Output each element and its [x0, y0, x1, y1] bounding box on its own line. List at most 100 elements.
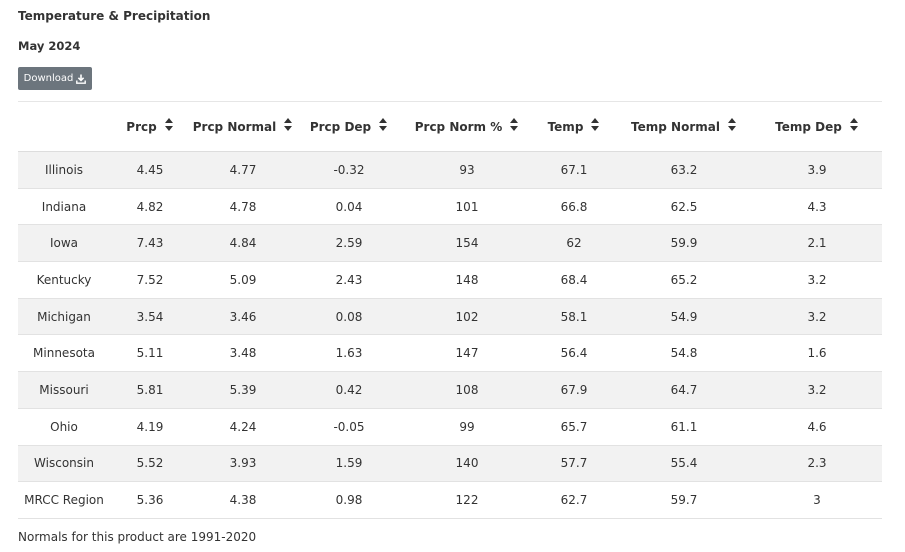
sort-icon[interactable]	[283, 118, 293, 131]
sort-icon[interactable]	[727, 118, 737, 131]
column-header-label: Temp Normal	[631, 119, 720, 134]
sort-descending-icon	[849, 126, 858, 131]
table-cell: 58.1	[532, 298, 616, 336]
table-row: Illinois 4.45 4.77 -0.32 93 67.1 63.2 3.9	[18, 151, 882, 189]
table-cell: 7.52	[110, 261, 190, 299]
column-header-label: Temp	[547, 119, 584, 134]
table-cell: 147	[402, 334, 532, 373]
table-cell-region: Illinois	[18, 151, 110, 189]
column-header-label: Prcp Normal	[192, 119, 277, 134]
table-row: Missouri 5.81 5.39 0.42 108 67.9 64.7 3.2	[18, 371, 882, 409]
column-header[interactable]: Prcp	[110, 101, 190, 152]
table-cell: 4.38	[190, 481, 296, 519]
sort-ascending-icon	[849, 118, 858, 123]
sort-icon[interactable]	[590, 118, 600, 131]
sort-ascending-icon	[284, 118, 293, 123]
sort-icon[interactable]	[164, 118, 174, 131]
sort-icon[interactable]	[378, 118, 388, 131]
table-cell: 4.3	[752, 188, 882, 226]
table-cell: 93	[402, 151, 532, 189]
table-cell: 2.59	[296, 224, 402, 263]
column-header[interactable]: Prcp Norm %	[402, 101, 532, 152]
table-cell: 4.19	[110, 408, 190, 446]
download-icon	[76, 74, 87, 84]
table-cell: 4.24	[190, 408, 296, 446]
column-header-content: Temp Normal	[631, 118, 737, 134]
table-row: Wisconsin 5.52 3.93 1.59 140 57.7 55.4 2.3	[18, 445, 882, 483]
table-cell: -0.32	[296, 151, 402, 189]
table-cell-region: Minnesota	[18, 334, 110, 373]
table-cell: 5.81	[110, 371, 190, 409]
table-cell: 1.63	[296, 334, 402, 373]
table-cell: 122	[402, 481, 532, 519]
download-button-label: Download	[23, 73, 74, 84]
table-cell: 3.9	[752, 151, 882, 189]
sort-ascending-icon	[164, 118, 173, 123]
table-cell: 67.1	[532, 151, 616, 189]
table-cell: 3.48	[190, 334, 296, 373]
table-cell: 54.9	[616, 298, 752, 336]
table-cell: 154	[402, 224, 532, 263]
column-header[interactable]: Temp	[532, 101, 616, 152]
column-header-content: Prcp Dep	[309, 118, 388, 134]
table-cell: 0.42	[296, 371, 402, 409]
table-cell: 59.7	[616, 481, 752, 519]
table-cell: 3.2	[752, 298, 882, 336]
column-header-label: Prcp	[126, 119, 157, 134]
table-cell: 140	[402, 445, 532, 483]
table-cell: 102	[402, 298, 532, 336]
table-cell-region: Michigan	[18, 298, 110, 336]
column-header-content: Prcp Norm %	[414, 118, 520, 134]
table-row: Indiana 4.82 4.78 0.04 101 66.8 62.5 4.3	[18, 188, 882, 226]
table-row: Iowa 7.43 4.84 2.59 154 62 59.9 2.1	[18, 224, 882, 263]
column-header-content: Prcp	[126, 118, 174, 134]
column-header[interactable]: Temp Normal	[616, 101, 752, 152]
column-header[interactable]: Prcp Normal	[190, 101, 296, 152]
page-subtitle: May 2024	[18, 39, 81, 53]
table-cell-region: Indiana	[18, 188, 110, 226]
table-cell-region: Missouri	[18, 371, 110, 409]
sort-ascending-icon	[591, 118, 600, 123]
table-row: Michigan 3.54 3.46 0.08 102 58.1 54.9 3.2	[18, 298, 882, 336]
table-cell: 64.7	[616, 371, 752, 409]
column-header-content: Temp Dep	[775, 118, 859, 134]
sort-descending-icon	[727, 126, 736, 131]
column-header-label: Prcp Norm %	[414, 119, 503, 134]
page-title: Temperature & Precipitation	[18, 9, 211, 23]
table-cell: 99	[402, 408, 532, 446]
sort-ascending-icon	[727, 118, 736, 123]
table-cell: 54.8	[616, 334, 752, 373]
column-header-content: Temp	[547, 118, 601, 134]
table-cell: 57.7	[532, 445, 616, 483]
data-table: Prcp Prcp Normal Prcp Dep Prcp Norm % Temp Te…	[18, 101, 882, 519]
table-row: Ohio 4.19 4.24 -0.05 99 65.7 61.1 4.6	[18, 408, 882, 446]
column-header[interactable]: Temp Dep	[752, 101, 882, 152]
table-cell: 148	[402, 261, 532, 299]
table-cell: 62.7	[532, 481, 616, 519]
table-body: Illinois 4.45 4.77 -0.32 93 67.1 63.2 3.9 Indian…	[18, 151, 882, 519]
sort-ascending-icon	[510, 118, 519, 123]
table-cell: 7.43	[110, 224, 190, 263]
footnote: Normals for this product are 1991-2020	[18, 530, 257, 544]
column-header[interactable]: Prcp Dep	[296, 101, 402, 152]
download-button[interactable]: Download	[18, 67, 92, 90]
table-cell: 3.93	[190, 445, 296, 483]
table-cell: 61.1	[616, 408, 752, 446]
table-row: MRCC Region 5.36 4.38 0.98 122 62.7 59.7 3	[18, 481, 882, 519]
table-cell: 4.78	[190, 188, 296, 226]
table-cell: 3	[752, 481, 882, 519]
table-cell: 4.82	[110, 188, 190, 226]
table-cell: 59.9	[616, 224, 752, 263]
table-cell: 2.1	[752, 224, 882, 263]
table-cell: 108	[402, 371, 532, 409]
table-cell: 68.4	[532, 261, 616, 299]
column-header-label: Prcp Dep	[309, 119, 372, 134]
table-cell: 67.9	[532, 371, 616, 409]
sort-icon[interactable]	[849, 118, 859, 131]
table-cell: 0.08	[296, 298, 402, 336]
table-cell: 3.46	[190, 298, 296, 336]
table-cell: 2.3	[752, 445, 882, 483]
sort-icon[interactable]	[509, 118, 519, 131]
table-cell: 5.39	[190, 371, 296, 409]
table-cell: 4.45	[110, 151, 190, 189]
